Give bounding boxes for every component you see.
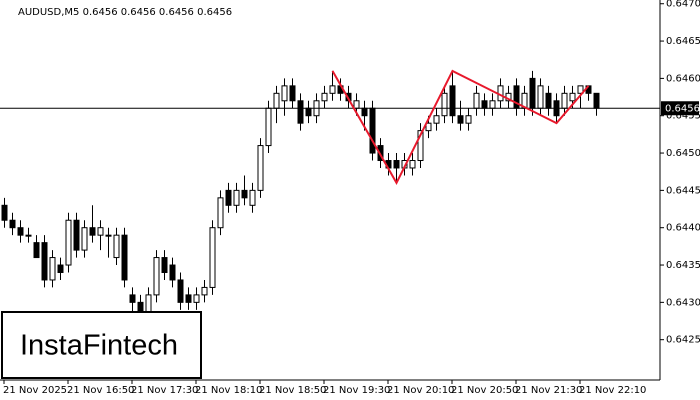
pattern-line — [331, 69, 590, 186]
candle-body — [113, 234, 120, 259]
candle-body — [201, 286, 208, 296]
candle-body — [193, 294, 200, 303]
y-tick-label: 0.6465 — [666, 36, 700, 47]
candle-body — [281, 85, 288, 102]
candle-body — [105, 234, 112, 237]
candle-body — [217, 197, 224, 229]
candle-body — [65, 219, 72, 266]
candle-body — [129, 294, 136, 303]
y-tick-label: 0.6445 — [666, 185, 700, 196]
candle-body — [17, 227, 24, 236]
y-tick-label: 0.6430 — [666, 297, 700, 308]
x-tick-label: 21 Nov 21:30 — [515, 385, 582, 396]
candle-body — [545, 92, 552, 109]
candle-body — [561, 92, 568, 109]
candle-body — [225, 189, 232, 206]
candle-body — [249, 189, 256, 206]
x-tick-label: 21 Nov 18:10 — [195, 385, 262, 396]
candle-body — [433, 115, 440, 124]
y-tick-label: 0.6470 — [666, 0, 700, 10]
candle-body — [409, 160, 416, 169]
candle-body — [593, 92, 600, 109]
candle-body — [33, 242, 40, 259]
candle-body — [73, 219, 80, 251]
y-tick-label: 0.6460 — [666, 73, 700, 84]
candle-body — [289, 85, 296, 102]
candle-body — [273, 92, 280, 109]
x-tick-label: 21 Nov 16:50 — [67, 385, 134, 396]
candle-body — [81, 227, 88, 251]
y-tick-label: 0.6455 — [666, 111, 700, 122]
candle-body — [169, 264, 176, 281]
candle-body — [489, 100, 496, 109]
candle-body — [41, 242, 48, 281]
x-tick-label: 21 Nov 2025 — [3, 385, 67, 396]
candle-body — [25, 234, 32, 237]
y-tick-label: 0.6425 — [666, 335, 700, 346]
candle-body — [233, 189, 240, 206]
candle-body — [537, 85, 544, 109]
candle-body — [569, 92, 576, 102]
y-tick-label: 0.6435 — [666, 260, 700, 271]
price-label-box — [661, 101, 699, 116]
candle-body — [241, 189, 248, 199]
candle-body — [361, 107, 368, 117]
candle-body — [57, 264, 64, 273]
y-tick-label: 0.6440 — [666, 223, 700, 234]
chart-title: AUDUSD,M5 0.6456 0.6456 0.6456 0.6456 — [18, 7, 232, 18]
candle-body — [457, 115, 464, 124]
candle-body — [369, 107, 376, 154]
candle-body — [265, 107, 272, 147]
candle-body — [321, 92, 328, 102]
candle-body — [297, 100, 304, 124]
candle-body — [305, 107, 312, 117]
candle-body — [89, 227, 96, 236]
x-tick-label: 21 Nov 20:10 — [387, 385, 454, 396]
candle-body — [353, 100, 360, 109]
candle-body — [529, 77, 536, 109]
x-tick-label: 21 Nov 22:10 — [579, 385, 646, 396]
candle-body — [441, 92, 448, 117]
candle-body — [473, 92, 480, 109]
candle-body — [185, 294, 192, 303]
candle-body — [481, 100, 488, 109]
candle-body — [393, 160, 400, 169]
candle-body — [1, 204, 8, 221]
x-tick-label: 21 Nov 18:50 — [259, 385, 326, 396]
candle-body — [329, 85, 336, 94]
x-tick-label: 21 Nov 17:30 — [131, 385, 198, 396]
candle-body — [9, 219, 16, 229]
candle-body — [465, 115, 472, 124]
x-tick-label: 21 Nov 20:50 — [451, 385, 518, 396]
candle-body — [161, 257, 168, 273]
candle-body — [417, 130, 424, 162]
candle-body — [449, 85, 456, 117]
candle-body — [577, 85, 584, 94]
candle-body — [257, 145, 264, 191]
candle-body — [97, 227, 104, 236]
watermark-box — [1, 311, 202, 379]
candle-body — [49, 257, 56, 281]
candle-body — [121, 234, 128, 281]
candle-body — [177, 279, 184, 303]
y-tick-label: 0.6450 — [666, 148, 700, 159]
candle-body — [153, 257, 160, 296]
watermark: InstaFintech — [20, 330, 178, 362]
candle-body — [425, 122, 432, 132]
candle-body — [209, 227, 216, 288]
price-label: 0.6456 — [665, 103, 700, 114]
x-tick-label: 21 Nov 19:30 — [323, 385, 390, 396]
